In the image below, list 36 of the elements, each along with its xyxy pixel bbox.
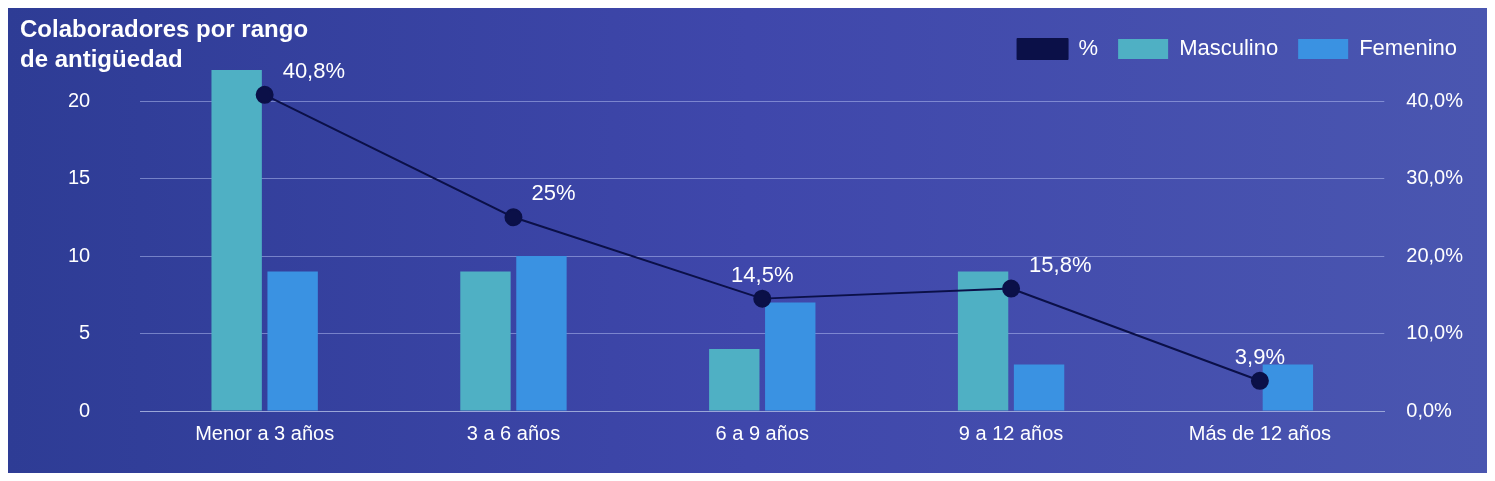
data-label: 15,8% <box>1029 251 1092 277</box>
point <box>1002 279 1021 298</box>
x-tick-label: 6 a 9 años <box>715 421 809 444</box>
point <box>255 85 274 104</box>
y2-tick-label: 0,0% <box>1406 398 1453 421</box>
x-tick-label: 9 a 12 años <box>958 421 1064 444</box>
y2-tick-label: 10,0% <box>1406 321 1464 344</box>
legend-label: % <box>1078 35 1099 61</box>
y-tick-label: 5 <box>79 321 91 344</box>
y2-tick-label: 30,0% <box>1406 166 1464 189</box>
y2-tick-label: 20,0% <box>1406 243 1464 266</box>
bar <box>1013 364 1065 411</box>
y-tick-label: 10 <box>68 243 91 266</box>
point <box>753 289 772 308</box>
x-tick-label: 3 a 6 años <box>466 421 561 444</box>
bar <box>267 271 318 411</box>
bar <box>460 271 511 411</box>
data-label: 40,8% <box>282 57 346 83</box>
y-tick-label: 20 <box>68 88 91 111</box>
point <box>504 208 523 227</box>
legend-label: Masculino <box>1179 35 1279 61</box>
data-label: 25% <box>531 180 576 206</box>
bar <box>516 256 567 411</box>
y2-tick-label: 40,0% <box>1406 88 1464 111</box>
y-tick-label: 0 <box>79 398 91 421</box>
bar <box>709 349 760 411</box>
x-tick-label: Más de 12 años <box>1188 421 1332 444</box>
data-label: 3,9% <box>1234 343 1285 369</box>
point <box>1250 371 1269 390</box>
data-label: 14,5% <box>731 261 794 287</box>
bar <box>765 302 816 411</box>
x-tick-label: Menor a 3 años <box>195 421 335 444</box>
legend-label: Femenino <box>1359 35 1458 61</box>
y-tick-label: 15 <box>68 166 91 189</box>
bar <box>957 271 1009 411</box>
bar <box>211 70 262 411</box>
